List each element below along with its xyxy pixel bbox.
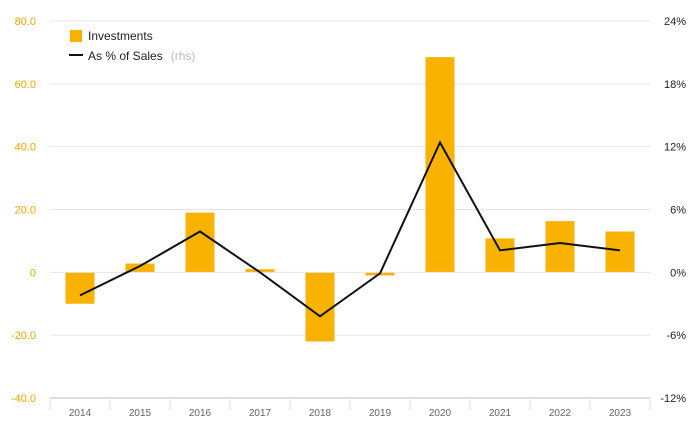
left-tick-label: -40.0	[11, 393, 36, 405]
right-tick-label: 24%	[664, 16, 686, 28]
x-tick-label-2019: 2019	[369, 408, 392, 419]
sales-percentage-line-layer	[79, 140, 621, 318]
investment-bar-2016	[185, 212, 215, 273]
legend-sales-label-group: As % of Sales (rhs)	[88, 47, 195, 64]
investment-bar-2015	[125, 263, 155, 273]
legend-investments-swatch	[70, 30, 82, 42]
left-tick-label: -20.0	[11, 330, 36, 342]
right-tick-label: 6%	[670, 205, 686, 217]
left-tick-label: 0	[30, 267, 36, 279]
sales-percentage-line	[79, 140, 621, 318]
left-axis-tick-labels: 80.0 60.0 40.0 20.0 0 -20.0 -40.0	[11, 16, 36, 405]
right-tick-label: 12%	[664, 142, 686, 154]
gridlines	[50, 20, 650, 336]
x-tick-label-2017: 2017	[249, 408, 272, 419]
x-tick-label-2015: 2015	[129, 408, 152, 419]
investment-bar-2018	[305, 272, 335, 342]
legend: Investments As % of Sales (rhs)	[69, 29, 195, 64]
x-tick-label-2021: 2021	[489, 408, 512, 419]
left-tick-label: 60.0	[15, 79, 36, 91]
left-tick-label: 80.0	[15, 16, 36, 28]
legend-sales-label: As % of Sales	[88, 49, 163, 63]
investment-bar-2021	[485, 238, 515, 273]
left-tick-label: 40.0	[15, 142, 36, 154]
x-tick-label-2023: 2023	[609, 408, 632, 419]
x-tick-label-2018: 2018	[309, 408, 332, 419]
right-axis-tick-labels: 24% 18% 12% 6% 0% -6% -12%	[660, 16, 686, 405]
x-tick-label-2020: 2020	[429, 408, 452, 419]
investment-bar-2014	[65, 272, 95, 304]
investment-bar-2023	[605, 231, 635, 273]
right-tick-label: -12%	[660, 393, 686, 405]
left-tick-label: 20.0	[15, 205, 36, 217]
investment-bars	[65, 57, 635, 342]
right-tick-label: 18%	[664, 79, 686, 91]
investment-bar-2022	[545, 221, 575, 273]
investment-bar-2017	[245, 269, 275, 273]
x-axis-baseline-layer	[49, 271, 651, 410]
x-tick-label-2016: 2016	[189, 408, 212, 419]
legend-rhs-note: (rhs)	[171, 49, 196, 63]
right-tick-label: -6%	[666, 330, 686, 342]
x-axis-tick-labels: 2014 2015 2016 2017 2018 2019 2020 2021 2022 2023	[69, 408, 632, 419]
legend-investments-label: Investments	[88, 29, 153, 43]
x-tick-label-2014: 2014	[69, 408, 92, 419]
right-tick-label: 0%	[670, 267, 686, 279]
x-tick-label-2022: 2022	[549, 408, 572, 419]
